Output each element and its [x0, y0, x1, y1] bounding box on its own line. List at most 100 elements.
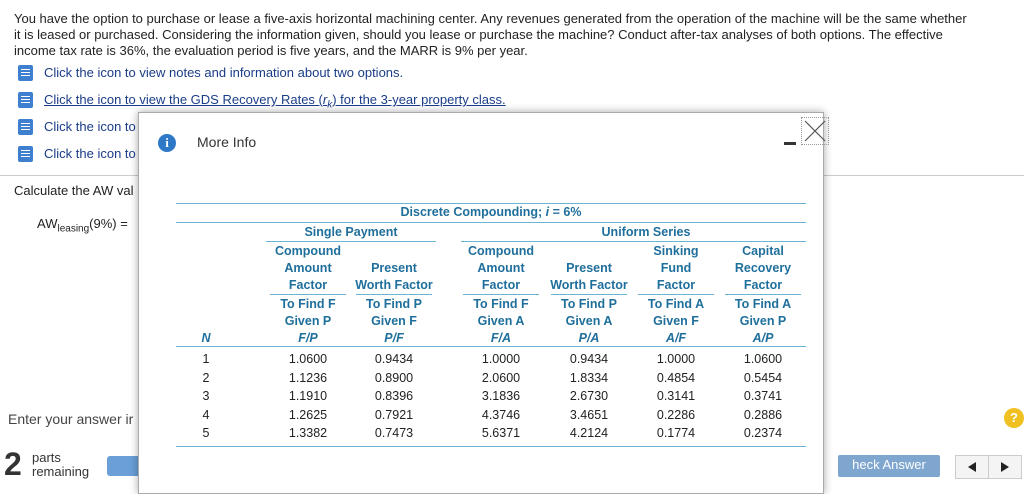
link: Click the icon to view notes and informa…: [44, 65, 403, 80]
column-find: Given A: [477, 314, 525, 328]
cell: 1.3382: [288, 426, 328, 441]
cell: 0.4854: [656, 370, 696, 385]
problem-line: it is leased or purchased. Considering t…: [14, 27, 943, 42]
row-n: 2: [202, 370, 210, 385]
link-var: r: [322, 92, 328, 107]
cell: 2.6730: [569, 389, 609, 404]
link: Click the icon to: [44, 119, 136, 134]
column-header: Amount: [284, 261, 332, 275]
doc-icon: [18, 92, 33, 108]
column-notation: A/P: [752, 331, 774, 345]
modal-title: More Info: [197, 134, 257, 150]
parts-label: parts: [32, 450, 61, 465]
remaining-label: remaining: [32, 464, 90, 479]
enter-answer: Enter your answer ir: [8, 411, 134, 427]
column-find: Given P: [284, 314, 332, 328]
title-part: i: [545, 205, 550, 219]
button[interactable]: [107, 456, 147, 476]
aw-label: AWleasing(9%) =: [37, 216, 128, 235]
cell: 0.7921: [374, 407, 414, 422]
cell: 1.1910: [288, 389, 328, 404]
column-header: Present: [566, 261, 612, 275]
link-text: ) for the 3-year property class.: [332, 92, 506, 107]
cell: 5.6371: [481, 426, 521, 441]
column-header: Compound: [468, 244, 534, 258]
column-find: To Find F: [473, 297, 529, 311]
cell: 1.0000: [481, 352, 521, 366]
aw-sub: leasing: [57, 223, 90, 235]
cell: 1.8334: [569, 370, 609, 385]
rule: [176, 446, 806, 447]
rule: [463, 294, 539, 295]
column-header: Factor: [288, 278, 328, 292]
cell: 0.1774: [656, 426, 696, 441]
prev-button[interactable]: [955, 455, 989, 479]
title-part: = 6%: [549, 205, 582, 219]
parts-count: 2: [4, 446, 22, 482]
column-find: To Find P: [560, 297, 617, 311]
column-header: Amount: [477, 261, 525, 275]
cell: 1.1236: [288, 370, 328, 385]
row-n: 4: [202, 407, 210, 422]
link-text: Click the icon to: [44, 119, 136, 134]
cell: 0.3741: [743, 389, 783, 404]
column-find: To Find P: [365, 297, 422, 311]
column-find: To Find A: [734, 297, 792, 311]
rule: [461, 241, 806, 242]
column-notation: P/A: [578, 331, 600, 345]
column-find: Given F: [371, 314, 417, 328]
column-header: Sinking: [653, 244, 699, 258]
row-n: 1: [202, 352, 210, 366]
rule: [270, 294, 346, 295]
cell: 4.3746: [481, 407, 521, 422]
row-n: 3: [202, 389, 210, 404]
column-header: Recovery: [734, 261, 792, 275]
calculate-text: Calculate the AW val: [14, 183, 134, 198]
cell: 0.9434: [569, 352, 609, 366]
column-header: Factor: [481, 278, 521, 292]
column-header: Factor: [656, 278, 696, 292]
problem-line: You have the option to purchase or lease…: [14, 11, 967, 26]
link: Click the icon to: [44, 146, 136, 161]
cell: 0.2286: [656, 407, 696, 422]
column-notation: P/F: [384, 331, 404, 345]
column-notation: F/P: [298, 331, 318, 345]
rule: [725, 294, 801, 295]
cell: 2.0600: [481, 370, 521, 385]
doc-icon: [18, 65, 33, 81]
cell: 0.2374: [743, 426, 783, 441]
close-button[interactable]: [801, 117, 829, 145]
problem-line: income tax rate is 36%, the evaluation p…: [14, 43, 528, 58]
column-header: Factor: [743, 278, 783, 292]
minimize-button[interactable]: [784, 142, 796, 145]
rule: [176, 222, 806, 223]
row-n: 5: [202, 426, 210, 441]
column-find: Given F: [653, 314, 699, 328]
next-button[interactable]: [988, 455, 1022, 479]
prev-arrow: [968, 462, 976, 472]
cell: 0.2886: [743, 407, 783, 422]
column-header: Capital: [742, 244, 784, 258]
cell: 1.2625: [288, 407, 328, 422]
help-icon[interactable]: ?: [1004, 408, 1024, 428]
check-answer-button[interactable]: heck Answer: [838, 455, 940, 477]
link: Click the icon to view the GDS Recovery …: [44, 92, 506, 111]
column-header: Worth Factor: [355, 278, 433, 292]
cell: 1.0000: [656, 352, 696, 366]
factor-table: Discrete Compounding; i = 6% Single Payme…: [139, 113, 823, 493]
rule: [551, 294, 627, 295]
title-part: Discrete Compounding;: [400, 205, 546, 219]
link-text: Click the icon to view the GDS Recovery …: [44, 92, 323, 107]
table-title: Discrete Compounding; i = 6%: [176, 205, 806, 219]
cell: 3.4651: [569, 407, 609, 422]
aw-rest: (9%) =: [89, 216, 128, 231]
column-find: Given P: [739, 314, 787, 328]
rule: [638, 294, 714, 295]
group-header: Single Payment: [304, 225, 398, 239]
info-icon: i: [158, 134, 176, 152]
rule: [176, 346, 806, 347]
cell: 3.1836: [481, 389, 521, 404]
cell: 0.5454: [743, 370, 783, 385]
cell: 0.8900: [374, 370, 414, 385]
cell: 0.8396: [374, 389, 414, 404]
